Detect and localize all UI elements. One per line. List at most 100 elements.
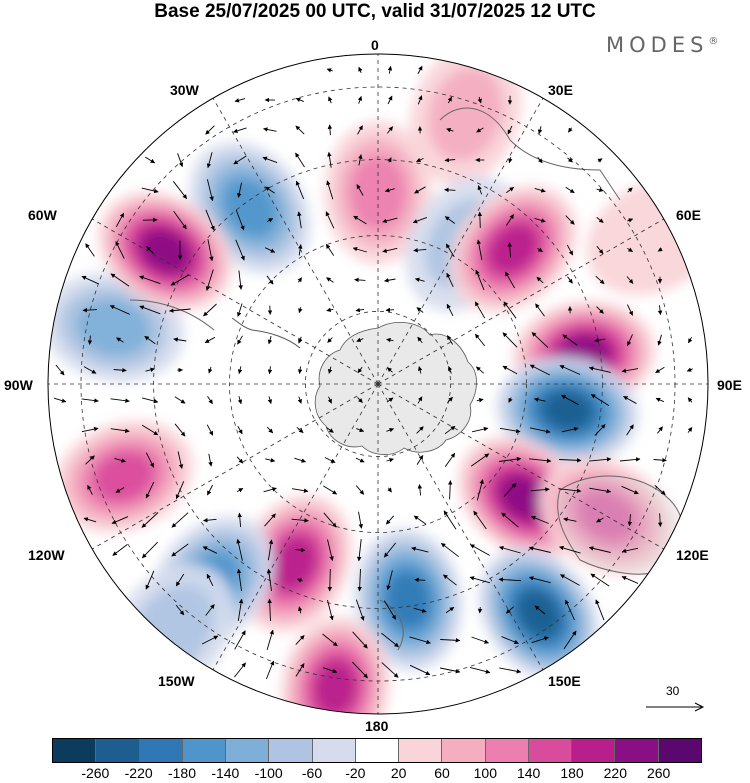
wind-arrow (417, 366, 423, 374)
wind-arrow (558, 458, 582, 463)
wind-arrow (237, 396, 243, 405)
wind-arrow (171, 543, 189, 557)
wind-arrow (623, 396, 637, 404)
wind-arrow (444, 157, 456, 163)
wind-arrow (507, 125, 513, 135)
wind-arrow (589, 487, 612, 494)
wind-arrow (236, 456, 244, 464)
wind-arrow (528, 546, 551, 553)
wind-arrow (384, 278, 396, 283)
wind-arrow (139, 305, 161, 315)
colorbar-swatch (355, 739, 400, 762)
wind-arrow (236, 488, 244, 493)
wind-arrow (414, 277, 425, 282)
wind-arrow (444, 187, 456, 193)
wind-arrow (653, 457, 667, 463)
wind-arrow (171, 512, 189, 528)
wind-arrow (206, 573, 214, 587)
reference-vector-arrow (646, 702, 705, 712)
wind-arrow (145, 367, 155, 373)
wind-arrow (447, 480, 453, 500)
colorbar-swatch (442, 739, 486, 762)
wind-arrow (206, 179, 214, 202)
wind-arrow (414, 186, 426, 194)
wind-arrow (594, 424, 606, 436)
wind-arrow (383, 542, 397, 558)
wind-arrow (207, 239, 214, 262)
wind-arrow (295, 663, 305, 677)
wind-arrow (387, 95, 393, 105)
wind-arrow (560, 574, 580, 586)
wind-arrow (446, 303, 454, 317)
wind-arrow (354, 277, 366, 283)
wind-arrow (295, 97, 304, 103)
wind-arrow (386, 570, 393, 591)
wind-arrow (233, 127, 247, 133)
wind-arrow (85, 243, 95, 257)
wind-arrow (234, 662, 246, 678)
lon-label-120w: 120W (28, 547, 65, 563)
wind-arrow (498, 545, 521, 554)
meridian-line (212, 383, 379, 670)
wind-arrow (499, 456, 522, 462)
colorbar-tick-label: 260 (646, 765, 671, 781)
wind-arrow (237, 512, 242, 527)
wind-arrow (173, 210, 187, 230)
wind-arrow (595, 599, 605, 621)
wind-arrow (417, 65, 423, 75)
wind-arrow (445, 243, 455, 257)
wind-arrow (325, 244, 335, 256)
wind-arrow (416, 157, 424, 163)
wind-arrow (386, 126, 394, 134)
wind-arrow (686, 367, 693, 372)
wind-arrow (507, 242, 512, 258)
wind-arrow (267, 396, 273, 405)
wind-arrow (111, 516, 129, 524)
wind-arrow (563, 630, 577, 650)
wind-arrow (590, 573, 610, 587)
wind-arrow (295, 125, 305, 135)
wind-arrow (82, 307, 98, 313)
wind-arrow (110, 398, 130, 403)
wind-arrow (352, 661, 368, 679)
wind-arrow (141, 541, 159, 559)
wind-arrow (528, 576, 551, 584)
wind-arrow (145, 156, 156, 164)
latitude-circle (229, 235, 527, 533)
wind-arrow (470, 544, 490, 556)
wind-arrow (387, 367, 393, 373)
wind-arrow (237, 425, 243, 435)
wind-arrow (87, 335, 93, 345)
wind-arrow (474, 333, 486, 347)
wind-arrow (565, 186, 575, 194)
wind-arrow (322, 633, 338, 647)
wind-arrow (563, 517, 577, 522)
wind-arrow (357, 397, 363, 403)
wind-arrow (87, 484, 93, 495)
wind-arrow (472, 426, 489, 433)
anomaly-cell (495, 356, 640, 466)
colorbar-tick-label: 60 (434, 765, 450, 781)
wind-arrow (387, 65, 393, 74)
lon-label-60w: 60W (28, 207, 57, 223)
wind-arrow (206, 152, 213, 169)
wind-arrow (353, 215, 367, 225)
wind-arrow (477, 96, 482, 104)
wind-arrow (326, 307, 334, 313)
meridian-line (377, 383, 664, 550)
wind-arrow (657, 305, 663, 316)
wind-arrow (596, 217, 604, 223)
wind-arrow (296, 426, 304, 434)
antarctica-continent (231, 317, 477, 455)
lon-label-60e: 60E (676, 207, 701, 223)
wind-arrow (168, 308, 191, 313)
wind-arrow (357, 95, 363, 104)
wind-arrow (327, 539, 334, 561)
wind-arrow (206, 424, 214, 436)
brand-name: MODES (606, 33, 709, 57)
wind-arrow (382, 217, 398, 224)
wind-arrow (266, 629, 274, 651)
wind-arrow (534, 605, 546, 615)
wind-arrow (205, 209, 215, 231)
wind-arrow (499, 427, 521, 434)
